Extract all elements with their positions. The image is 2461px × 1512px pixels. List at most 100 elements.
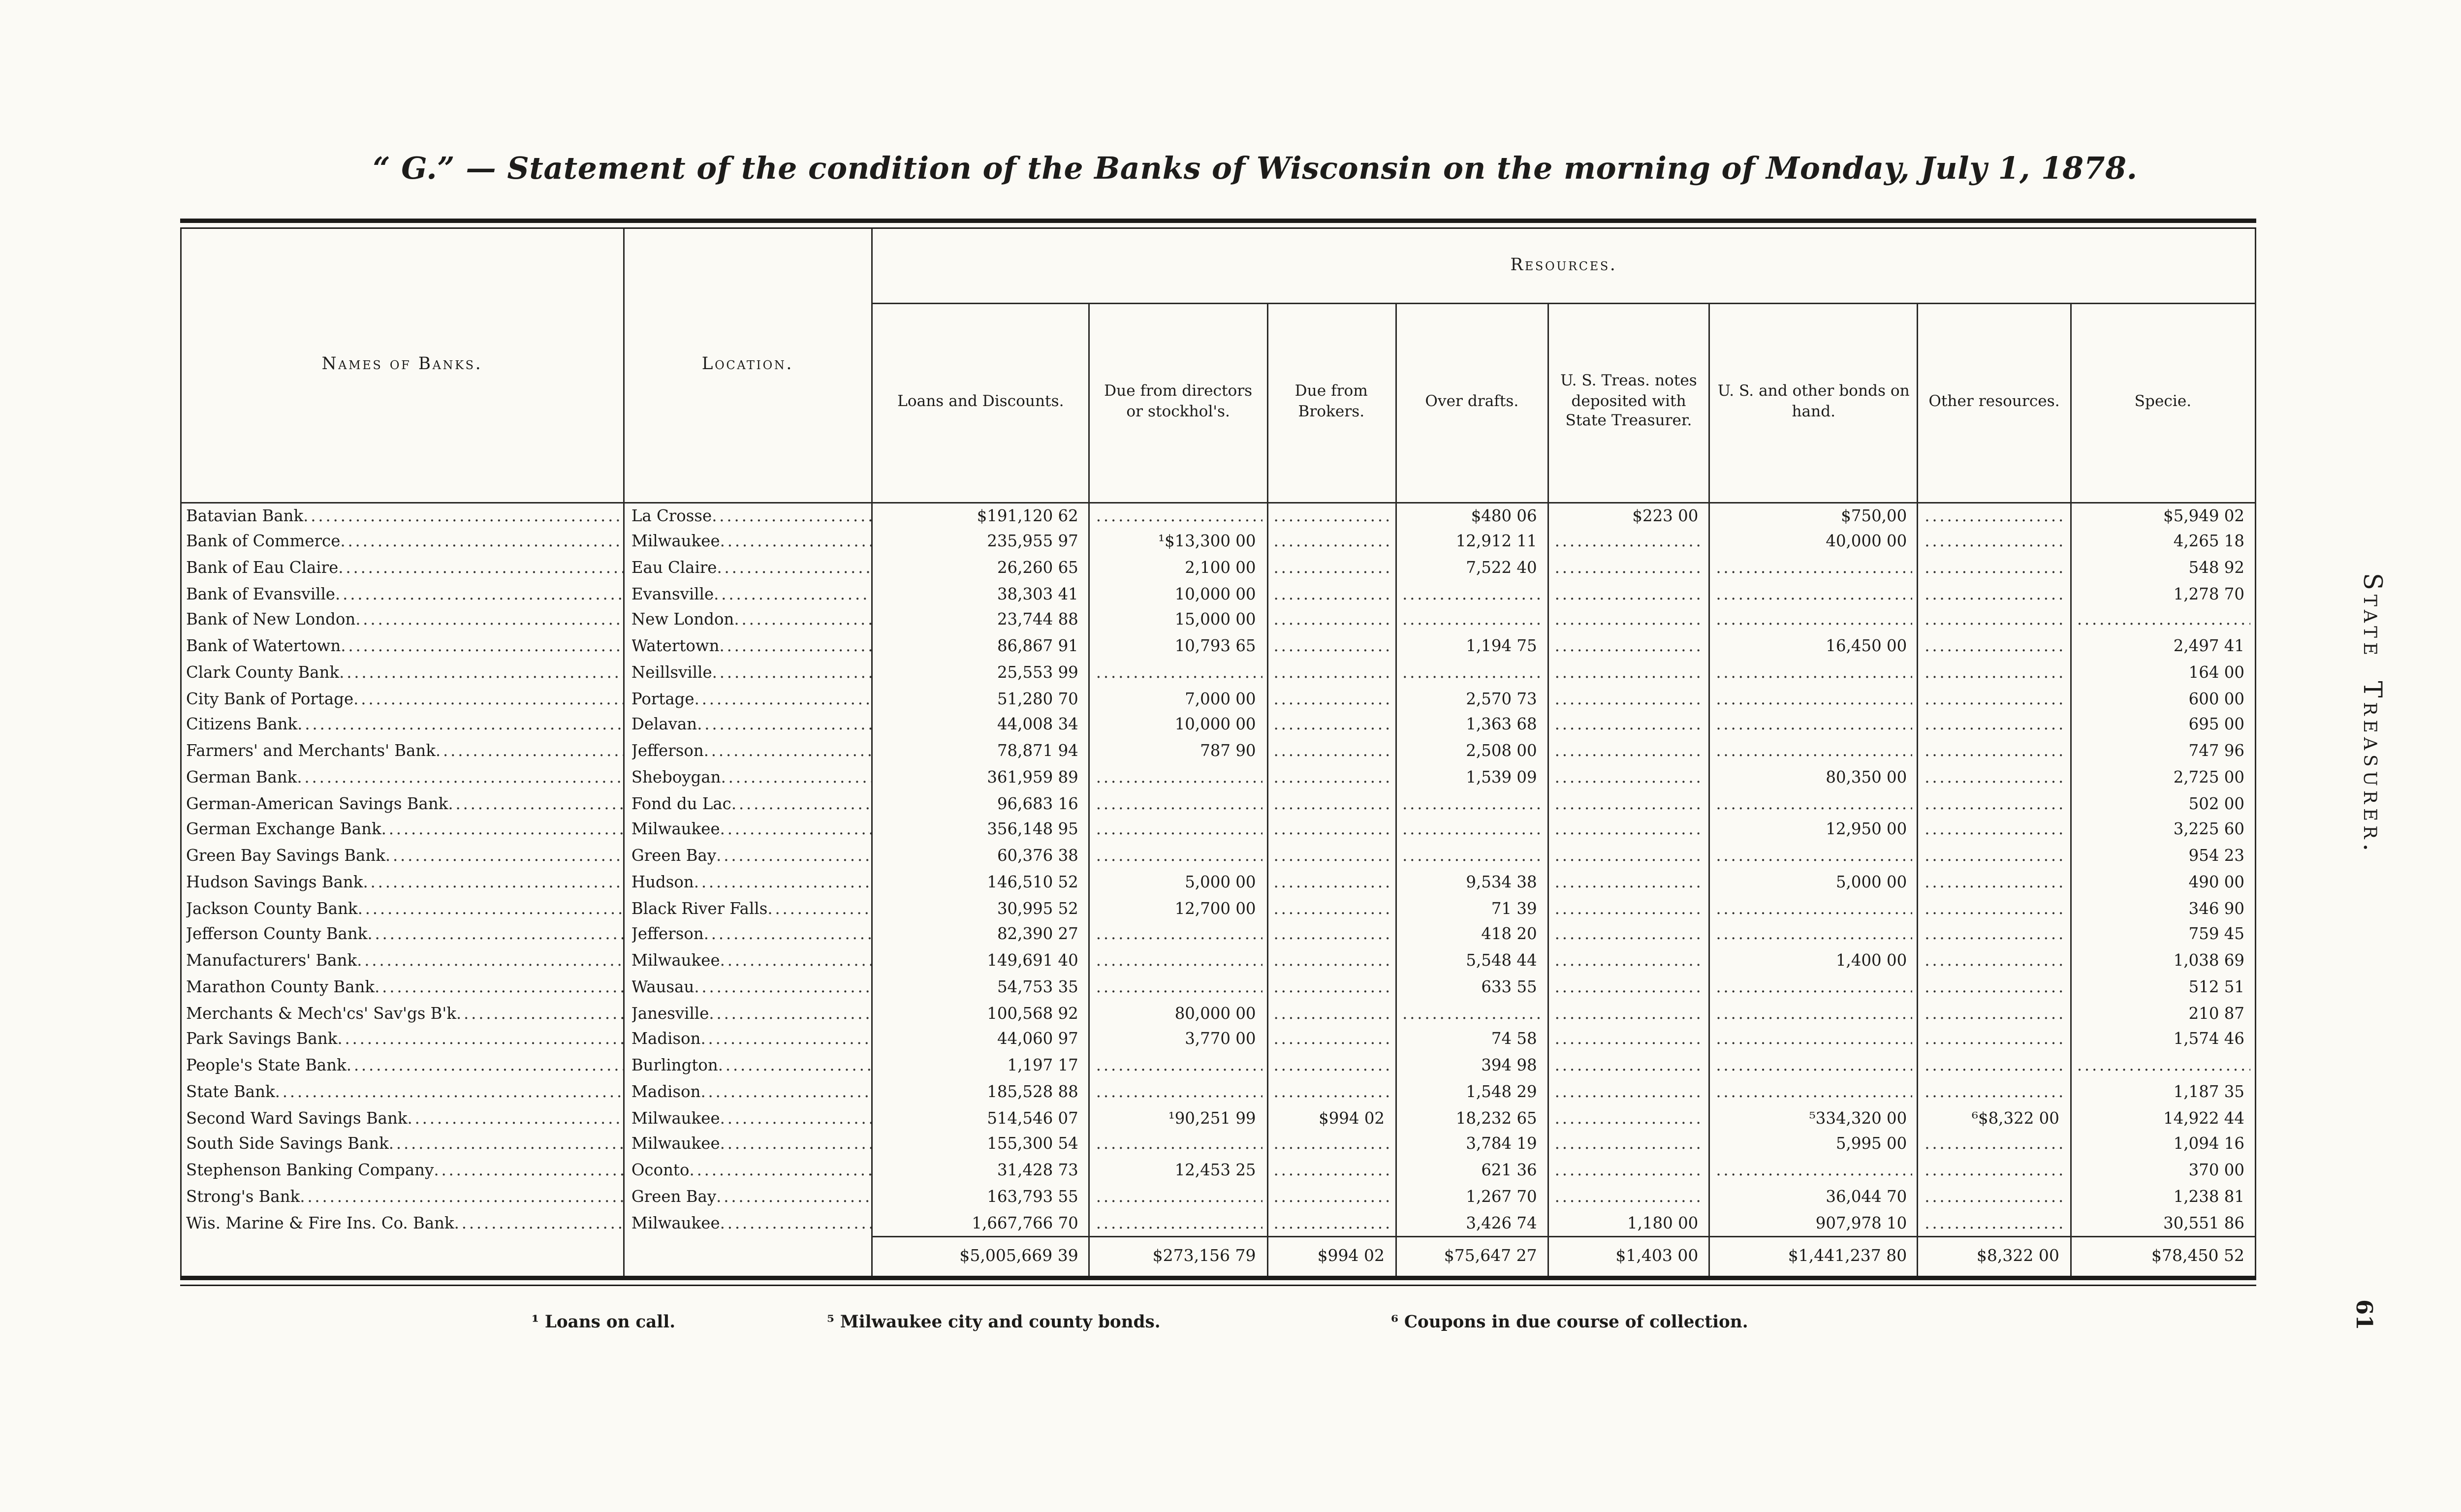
empty-cell-dots (1274, 660, 1391, 686)
page-title: “ G.” — Statement of the condition of th… (373, 151, 2138, 186)
value-cell (1708, 1000, 1918, 1027)
value-cell: 38,303 41 (871, 581, 1090, 608)
empty-cell-dots (1274, 529, 1391, 555)
bank-location-cell: Green Bay (622, 1184, 872, 1210)
footnote-loans-on-call: ¹ Loans on call. (532, 1311, 676, 1332)
empty-cell-dots (1716, 844, 1913, 870)
value-cell: 30,551 86 (2069, 1210, 2256, 1237)
value-cell: 1,667,766 70 (871, 1210, 1090, 1237)
value-cell (1547, 607, 1709, 634)
total-other-resources: $8,322 00 (1917, 1236, 2071, 1276)
value-cell (1547, 1132, 1709, 1158)
table-row: City Bank of PortagePortage51,280 707,00… (180, 686, 2256, 713)
value-cell: 907,978 10 (1708, 1210, 1918, 1237)
dot-leader (357, 948, 623, 975)
table-row: Bank of EvansvilleEvansville38,303 4110,… (180, 581, 2256, 608)
value-cell: 346 90 (2069, 895, 2256, 922)
table-row: Farmers' and Merchants' BankJefferson78,… (180, 738, 2256, 765)
total-specie: $78,450 52 (2069, 1236, 2256, 1276)
value-cell: 74 58 (1395, 1027, 1548, 1053)
top-rule-light (180, 227, 2256, 229)
value-cell: 1,539 09 (1395, 764, 1548, 791)
empty-cell-dots (1274, 581, 1391, 607)
value-cell (1708, 922, 1918, 948)
empty-cell-dots (1274, 1132, 1391, 1158)
value-cell: 1,363 68 (1395, 712, 1548, 739)
bank-location-cell: Wausau (622, 974, 872, 1001)
empty-cell-dots (1925, 817, 2065, 843)
dot-leader (731, 791, 871, 817)
value-cell (1708, 895, 1918, 922)
value-cell (1266, 1027, 1396, 1053)
col-group-resources: Resources. (871, 229, 2256, 304)
value-cell: 759 45 (2069, 922, 2256, 948)
empty-cell-dots (1925, 1053, 2065, 1079)
value-cell (1917, 502, 2071, 529)
value-cell: 71 39 (1395, 895, 1548, 922)
value-cell: ¹90,251 99 (1088, 1105, 1267, 1132)
value-cell (1266, 1132, 1396, 1158)
value-cell (1088, 948, 1267, 975)
dot-leader (297, 712, 623, 738)
empty-cell-dots (1555, 686, 1704, 712)
value-cell (1547, 1027, 1709, 1053)
bank-location-cell: Eau Claire (622, 555, 872, 581)
value-cell: 163,793 55 (871, 1184, 1090, 1210)
dot-leader (767, 896, 871, 922)
value-cell (1547, 529, 1709, 555)
value-cell (1917, 581, 2071, 608)
col-header-location: Location. (622, 229, 872, 503)
table-row: Hudson Savings BankHudson146,510 525,000… (180, 869, 2256, 896)
total-due-directors: $273,156 79 (1088, 1236, 1267, 1276)
value-cell (1266, 686, 1396, 713)
value-cell: 600 00 (2069, 686, 2256, 713)
value-cell: 96,683 16 (871, 790, 1090, 818)
empty-cell-dots (1096, 1210, 1262, 1236)
dot-leader (389, 1132, 623, 1158)
empty-cell-dots (1274, 1079, 1391, 1105)
value-cell (1917, 1079, 2071, 1105)
bank-location-cell: Black River Falls (622, 895, 872, 922)
value-cell (1917, 1132, 2071, 1158)
empty-cell-dots (1402, 660, 1543, 686)
bank-name-cell: Green Bay Savings Bank (180, 843, 624, 870)
value-cell (1547, 869, 1709, 896)
value-cell: 15,000 00 (1088, 607, 1267, 634)
value-cell: 12,700 00 (1088, 895, 1267, 922)
empty-cell-dots (1274, 607, 1391, 633)
value-cell (1917, 974, 2071, 1001)
bank-location-cell: Delavan (622, 712, 872, 739)
value-cell: 44,008 34 (871, 712, 1090, 739)
value-cell (1547, 738, 1709, 765)
table-row: German Exchange BankMilwaukee356,148 95 1… (180, 817, 2256, 844)
bank-name-cell: Park Savings Bank (180, 1027, 624, 1053)
empty-cell-dots (1925, 634, 2065, 660)
bank-name-cell: People's State Bank (180, 1053, 624, 1079)
empty-cell-dots (1716, 581, 1913, 607)
col-header-due-brokers: Due from Brokers. (1266, 303, 1396, 503)
empty-cell-dots (1925, 581, 2065, 607)
empty-cell-dots (1716, 1027, 1913, 1053)
value-cell: ⁶$8,322 00 (1917, 1105, 2071, 1132)
totals-blank-names (180, 1237, 624, 1276)
empty-cell-dots (1555, 1027, 1704, 1053)
value-cell (1547, 1105, 1709, 1132)
value-cell: 60,376 38 (871, 843, 1090, 870)
bank-name-cell: Batavian Bank (180, 502, 624, 529)
dot-leader (694, 870, 871, 896)
value-cell: 80,350 00 (1708, 764, 1918, 791)
empty-cell-dots (1096, 1079, 1262, 1105)
empty-cell-dots (1096, 817, 1262, 843)
value-cell: 1,180 00 (1547, 1210, 1709, 1237)
table-row: State BankMadison185,528 88 1,548 29 1,187… (180, 1079, 2256, 1105)
bank-name-cell: Bank of New London (180, 607, 624, 634)
empty-cell-dots (1555, 660, 1704, 686)
value-cell: 36,044 70 (1708, 1184, 1918, 1210)
empty-cell-dots (2077, 1053, 2250, 1079)
empty-cell-dots (1274, 634, 1391, 660)
value-cell: 1,038 69 (2069, 948, 2256, 975)
dot-leader (704, 739, 871, 765)
value-cell: 185,528 88 (871, 1079, 1090, 1105)
dot-leader (434, 1158, 623, 1184)
